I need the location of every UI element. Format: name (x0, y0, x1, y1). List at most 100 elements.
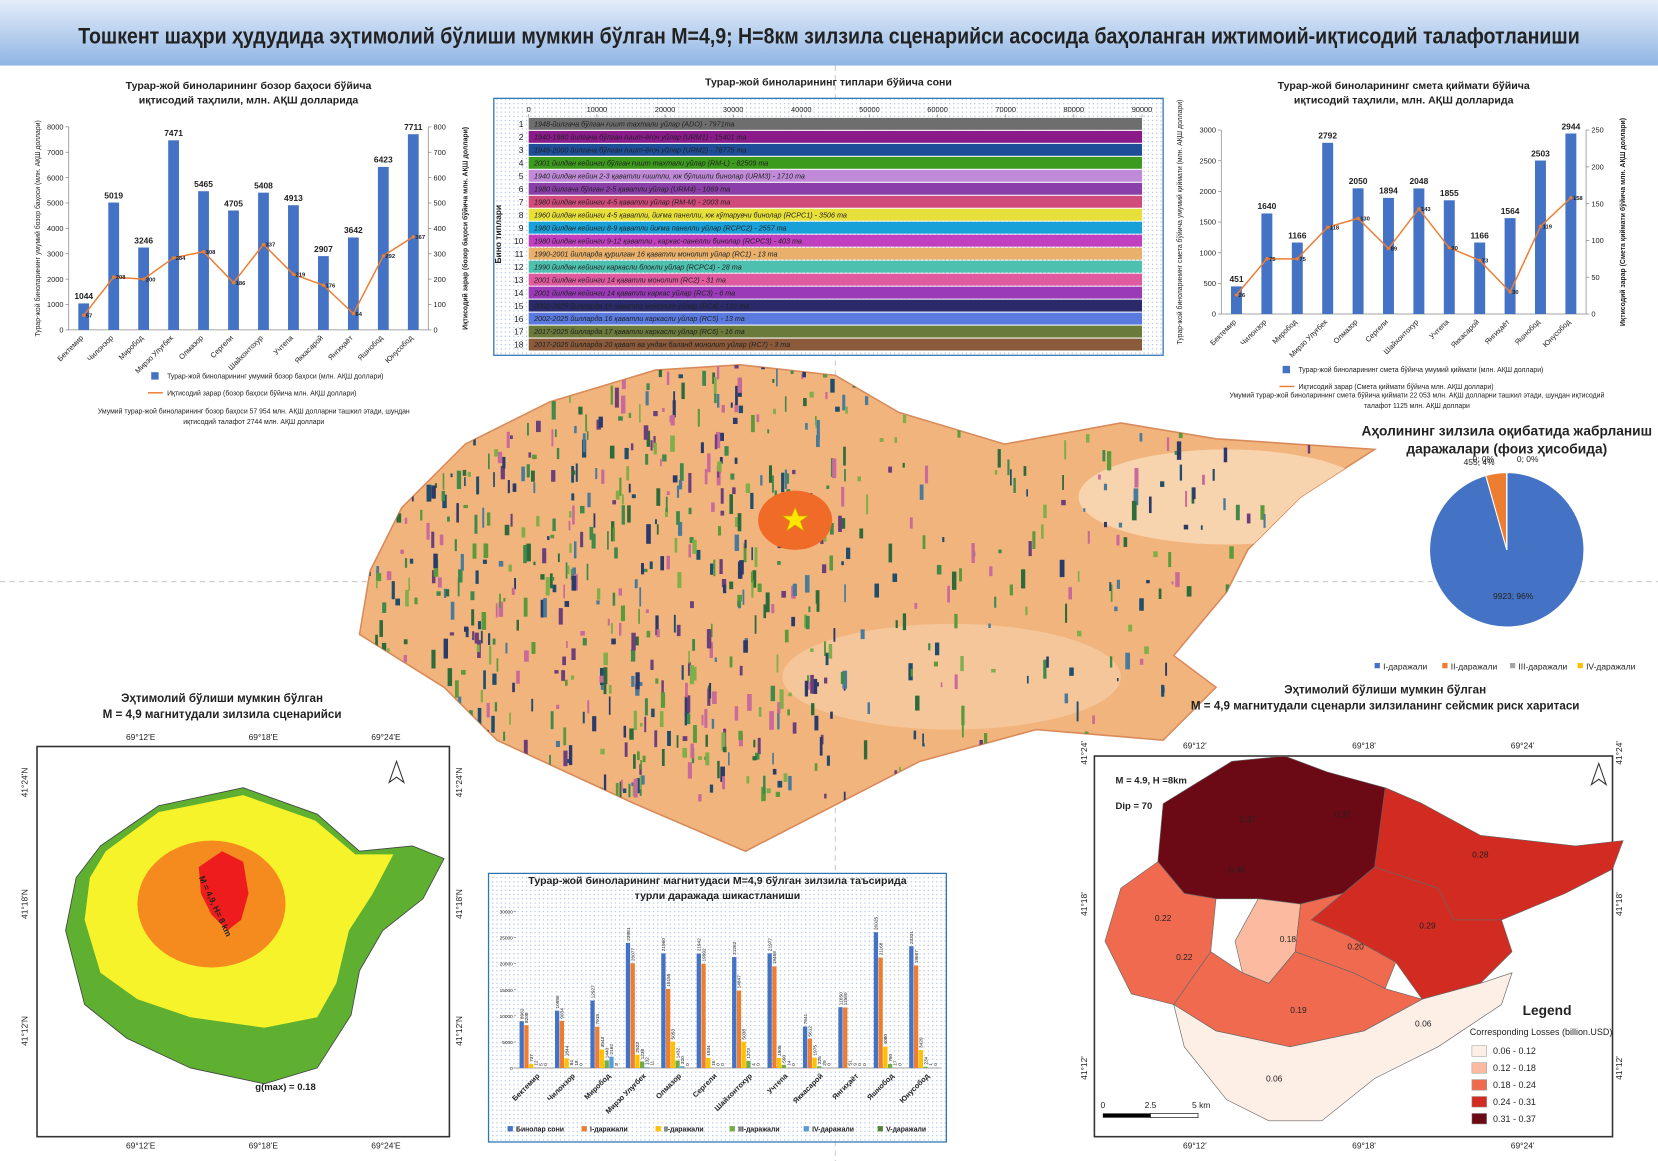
building (702, 370, 707, 386)
building (811, 703, 815, 716)
bar-value-label: 5053 (671, 1029, 677, 1040)
building (426, 484, 432, 502)
building (1235, 504, 1240, 521)
lon-label: 69°18'E (249, 732, 279, 742)
building (531, 470, 535, 482)
building (788, 692, 792, 697)
building (631, 675, 635, 687)
building (500, 465, 505, 480)
building (571, 648, 576, 661)
building (621, 378, 626, 390)
y2-tick-label: 800 (434, 123, 446, 132)
building (751, 415, 755, 433)
bar-value-label: 7711 (404, 122, 423, 132)
building (614, 387, 619, 408)
building (1104, 521, 1107, 528)
building (592, 716, 597, 732)
building (676, 735, 679, 748)
scale-label: 0 (1101, 1100, 1106, 1110)
y-tick-label: 7 (519, 197, 524, 207)
building (678, 374, 683, 379)
legend-label: Иқтисодий зарар (бозор баҳоси бўйича млн… (167, 389, 356, 397)
building (711, 502, 715, 512)
building (752, 570, 757, 588)
building (841, 486, 845, 507)
building (765, 592, 770, 613)
building (690, 601, 694, 609)
building (676, 624, 681, 637)
building (1032, 531, 1036, 549)
building (706, 629, 712, 649)
bar (377, 166, 389, 330)
building (701, 714, 704, 726)
building (678, 521, 683, 536)
bar-value-label: 2523 (635, 1042, 641, 1053)
type-label: 2017-2025 йилларда 17 қаватли каркасли у… (533, 327, 745, 336)
y2-tick-label: 200 (1591, 162, 1603, 171)
building (467, 471, 471, 477)
legend-label: III-даражали (738, 1126, 780, 1133)
building (587, 700, 590, 714)
building (477, 707, 482, 728)
line-value-label: 119 (1543, 225, 1553, 231)
bar (701, 963, 706, 1068)
type-strip (528, 273, 1142, 286)
building (433, 553, 438, 569)
building (994, 596, 997, 608)
building (730, 473, 735, 480)
legend-label: 0.31 - 0.37 (1493, 1114, 1536, 1124)
bar-value-label: 29 (822, 1060, 828, 1066)
bar-value-label: 9 (852, 1063, 858, 1066)
x-tick-label: 10000 (587, 105, 608, 114)
y-tick-label: 1000 (1200, 248, 1216, 257)
building (395, 598, 401, 606)
building (550, 534, 555, 539)
building (707, 688, 711, 706)
bar (1383, 197, 1394, 315)
building (792, 722, 797, 734)
building (722, 746, 727, 753)
lon-label: 69°24'E (371, 732, 401, 742)
building (439, 534, 444, 546)
building (1013, 477, 1016, 493)
line-point (411, 235, 415, 239)
building (681, 665, 684, 680)
legend-label: IV-даражали (812, 1126, 854, 1133)
bar (639, 1061, 645, 1068)
type-strip (528, 260, 1142, 273)
building (775, 791, 781, 797)
building (593, 513, 596, 528)
building (551, 470, 556, 482)
building (474, 514, 478, 534)
bar-value-label: 11590 (843, 992, 849, 1005)
building (919, 484, 924, 500)
building (788, 775, 792, 791)
building (707, 453, 711, 473)
legend-title: Legend (1523, 1003, 1572, 1018)
y-axis-label: Турар-жой биноларининг смета бўйича умум… (1176, 100, 1184, 345)
legend-label: II-даражали (664, 1126, 704, 1133)
type-label: 1990 йилдан кейинги каркасли блокли уйла… (534, 262, 742, 271)
y2-tick-label: 50 (1591, 273, 1599, 282)
building (1103, 483, 1108, 491)
bar-value-label: 0 (543, 1063, 549, 1066)
building (442, 494, 447, 509)
bar (706, 1057, 711, 1068)
building (888, 466, 893, 473)
building (717, 526, 722, 536)
building (1116, 534, 1120, 546)
building (684, 696, 689, 716)
building (1225, 584, 1230, 596)
y-tick-label: 11 (515, 249, 524, 259)
building (621, 395, 626, 414)
type-strip (528, 299, 1142, 312)
building (561, 670, 566, 681)
building (894, 437, 898, 443)
building (682, 747, 687, 758)
y-tick-label: 3 (519, 145, 524, 155)
building (640, 563, 644, 575)
legend-label: IV-даражали (1586, 661, 1636, 671)
bar-value-label: 1166 (1288, 230, 1307, 240)
building (913, 730, 917, 740)
